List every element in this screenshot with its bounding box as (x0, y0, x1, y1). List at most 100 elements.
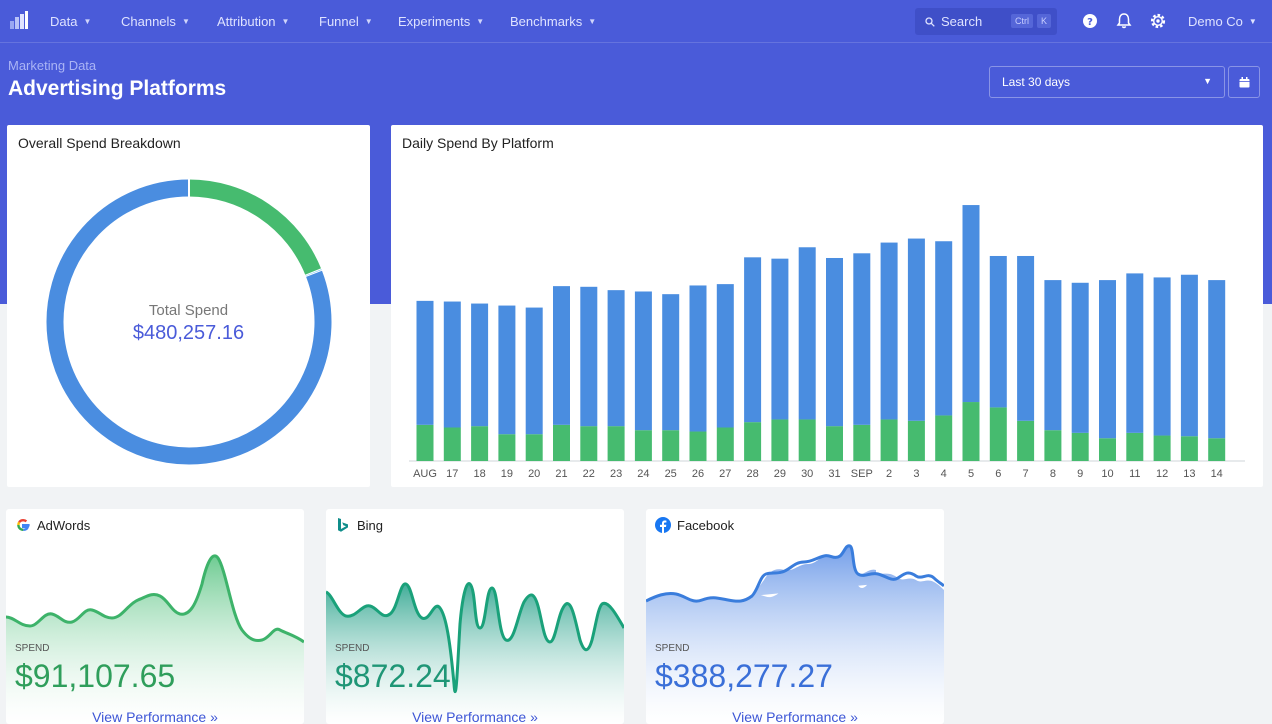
bar-blue-segment[interactable] (853, 253, 871, 425)
bing-icon (338, 518, 348, 532)
bar-blue-segment[interactable] (1017, 255, 1035, 421)
x-tick-label: 20 (528, 468, 540, 480)
bar-blue-segment[interactable] (580, 286, 598, 427)
bar-blue-segment[interactable] (826, 257, 843, 427)
calendar-button[interactable] (1228, 66, 1260, 98)
bar-green-segment[interactable] (1126, 432, 1144, 461)
account-menu[interactable]: Demo Co ▼ (1188, 14, 1257, 29)
bar-blue-segment[interactable] (498, 305, 516, 435)
help-icon[interactable]: ? (1081, 12, 1099, 30)
bar-blue-segment[interactable] (716, 284, 734, 428)
bing-sparkline (326, 582, 624, 724)
bar-green-segment[interactable] (443, 427, 461, 462)
donut-slice[interactable] (188, 179, 322, 276)
bar-green-segment[interactable] (416, 424, 434, 461)
bar-blue-segment[interactable] (962, 205, 980, 403)
bar-green-segment[interactable] (1044, 430, 1062, 461)
nav-item-benchmarks[interactable]: Benchmarks ▼ (510, 14, 597, 29)
chevron-down-icon: ▼ (476, 17, 485, 26)
bar-green-segment[interactable] (989, 407, 1007, 461)
bar-green-segment[interactable] (689, 431, 707, 461)
bar-blue-segment[interactable] (525, 307, 543, 435)
bar-blue-segment[interactable] (1180, 274, 1198, 437)
bar-blue-segment[interactable] (798, 247, 816, 420)
bar-green-segment[interactable] (935, 415, 953, 461)
bar-green-segment[interactable] (1071, 432, 1089, 461)
bar-green-segment[interactable] (880, 419, 898, 461)
bar-blue-segment[interactable] (1099, 280, 1116, 439)
view-performance-link[interactable]: View Performance » (412, 709, 538, 724)
view-performance-link[interactable]: View Performance » (732, 709, 858, 724)
chevron-down-icon: ▼ (281, 17, 290, 26)
bar-green-segment[interactable] (553, 424, 570, 461)
top-nav-bar: Data ▼ Channels ▼ Attribution ▼ Funnel ▼ Exp… (0, 0, 1272, 43)
bar-green-segment[interactable] (1099, 438, 1116, 461)
bar-blue-segment[interactable] (662, 294, 680, 431)
nav-item-funnel[interactable]: Funnel ▼ (319, 14, 373, 29)
bar-blue-segment[interactable] (1153, 277, 1171, 436)
google-icon (17, 518, 30, 531)
chevron-down-icon: ▼ (588, 17, 597, 26)
bar-blue-segment[interactable] (1126, 273, 1144, 433)
bar-blue-segment[interactable] (443, 301, 461, 428)
bar-blue-segment[interactable] (880, 242, 898, 420)
bar-blue-segment[interactable] (634, 291, 652, 431)
platform-header: Facebook (655, 516, 734, 534)
x-tick-label: 17 (446, 468, 458, 480)
x-tick-label: 21 (555, 468, 567, 480)
date-range-select[interactable]: Last 30 days ▼ (989, 66, 1225, 98)
x-tick-label: 27 (719, 468, 731, 480)
platform-name: AdWords (37, 517, 91, 533)
bell-icon[interactable] (1115, 12, 1133, 30)
spend-breakdown-title: Overall Spend Breakdown (18, 135, 181, 151)
daily-spend-title: Daily Spend By Platform (402, 135, 554, 151)
bar-green-segment[interactable] (525, 434, 543, 461)
bar-green-segment[interactable] (962, 402, 980, 461)
bar-green-segment[interactable] (798, 419, 816, 461)
nav-item-channels[interactable]: Channels ▼ (121, 14, 190, 29)
app-logo[interactable] (10, 11, 28, 29)
bar-blue-segment[interactable] (1044, 280, 1062, 431)
donut-slice[interactable] (46, 179, 332, 465)
nav-item-data[interactable]: Data ▼ (50, 14, 92, 29)
bar-green-segment[interactable] (1180, 436, 1198, 461)
bar-green-segment[interactable] (580, 426, 598, 461)
daily-spend-card: Daily Spend By Platform AUG 17 18 19 20 21 22 2… (391, 125, 1263, 487)
platform-card-adwords: AdWords SPEND $91,107.65 View Performanc… (6, 509, 304, 724)
search-box[interactable]: Search Ctrl K (915, 8, 1057, 35)
bar-blue-segment[interactable] (607, 290, 625, 427)
spend-value: $388,277.27 (655, 658, 833, 694)
bar-blue-segment[interactable] (471, 303, 489, 427)
bar-blue-segment[interactable] (907, 238, 925, 421)
bar-green-segment[interactable] (1017, 420, 1035, 461)
bar-green-segment[interactable] (716, 427, 734, 462)
bar-green-segment[interactable] (662, 430, 680, 461)
bar-green-segment[interactable] (1208, 438, 1226, 461)
bar-green-segment[interactable] (771, 419, 789, 461)
bar-blue-segment[interactable] (771, 258, 789, 420)
nav-item-attribution[interactable]: Attribution ▼ (217, 14, 290, 29)
bar-green-segment[interactable] (1153, 435, 1171, 461)
bar-blue-segment[interactable] (744, 257, 762, 423)
nav-item-experiments[interactable]: Experiments ▼ (398, 14, 485, 29)
bar-green-segment[interactable] (607, 426, 625, 461)
bar-green-segment[interactable] (907, 420, 925, 461)
gear-icon[interactable] (1149, 12, 1167, 30)
x-tick-label: 22 (583, 468, 595, 480)
x-tick-label: 30 (801, 468, 813, 480)
bar-green-segment[interactable] (826, 426, 843, 461)
view-performance-link[interactable]: View Performance » (92, 709, 218, 724)
total-spend-value: $480,257.16 (132, 322, 245, 344)
bar-blue-segment[interactable] (935, 241, 953, 416)
bar-blue-segment[interactable] (416, 300, 434, 425)
bar-green-segment[interactable] (853, 424, 871, 461)
bar-green-segment[interactable] (744, 422, 762, 461)
bar-green-segment[interactable] (471, 426, 489, 461)
bar-blue-segment[interactable] (989, 255, 1007, 408)
bar-green-segment[interactable] (498, 434, 516, 461)
bar-blue-segment[interactable] (1071, 282, 1089, 433)
bar-blue-segment[interactable] (553, 286, 570, 425)
bar-green-segment[interactable] (634, 430, 652, 461)
bar-blue-segment[interactable] (689, 285, 707, 432)
bar-blue-segment[interactable] (1208, 280, 1226, 439)
